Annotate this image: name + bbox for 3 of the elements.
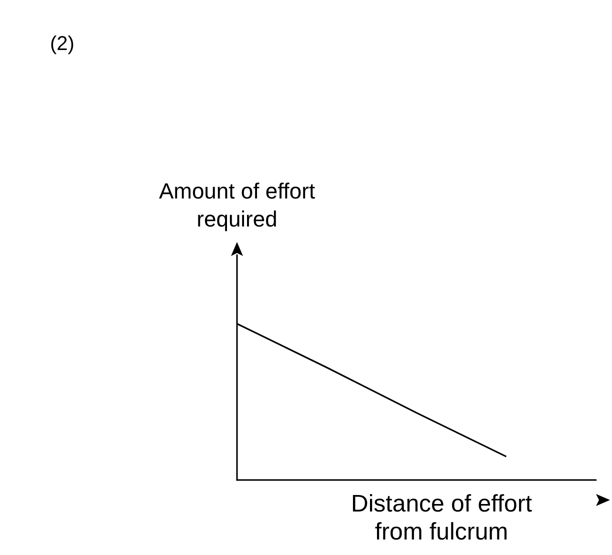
text: (2) xyxy=(50,33,74,55)
y-axis-title: Amount of effort required xyxy=(158,178,316,232)
x-axis-title: Distance of effort from fulcrum xyxy=(351,490,532,546)
